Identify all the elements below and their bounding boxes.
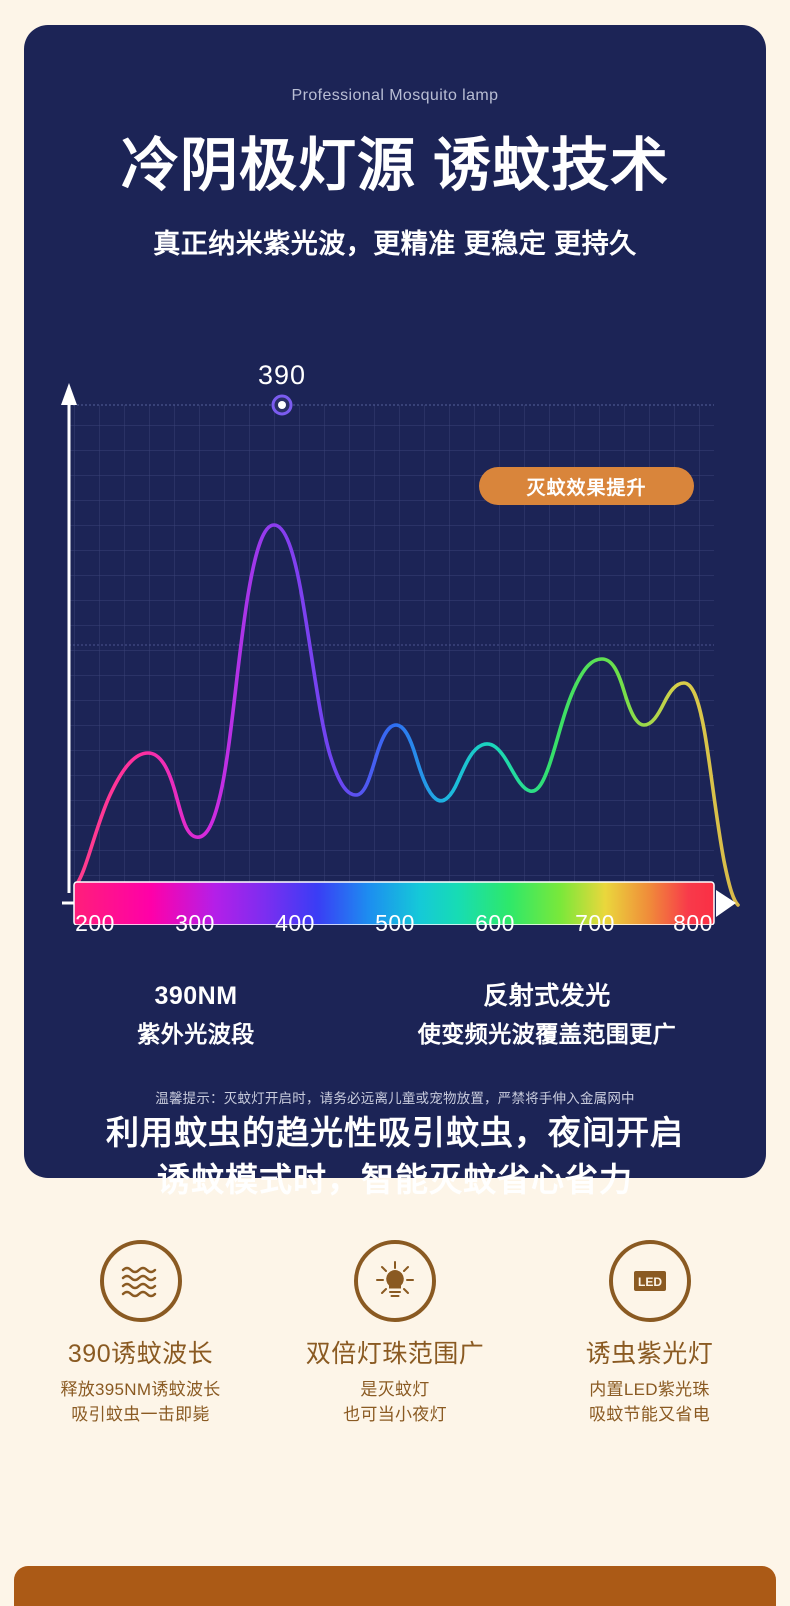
feature-line1: 释放395NM诱蚊波长 — [60, 1380, 221, 1399]
caption-title: 反射式发光 — [483, 982, 611, 1010]
feature-line2: 也可当小夜灯 — [343, 1404, 447, 1424]
feature-title: 诱虫紫光灯 — [585, 1340, 714, 1368]
caption-title: 390NM — [154, 982, 238, 1010]
x-tick-800: 800 — [673, 910, 713, 936]
led-badge-icon-glyph: LED — [633, 1271, 666, 1291]
lightbulb-icon-glyph — [376, 1261, 414, 1297]
x-tick-400: 400 — [275, 910, 315, 936]
safety-tip-text: 温馨提示：灭蚊灯开启时，请务必远离儿童或宠物放置，严禁将手伸入金属网中 — [155, 1091, 635, 1106]
chart-canvas — [61, 383, 740, 925]
wave-icon-glyph — [121, 1266, 156, 1298]
led-badge-icon: LED — [608, 1240, 691, 1322]
hero-card: Professional Mosquito lamp 冷阴极灯源 诱蚊技术 真正… — [24, 25, 766, 1198]
eyebrow-text: Professional Mosquito lamp — [291, 87, 499, 104]
peak-marker — [271, 394, 293, 416]
caption-desc: 紫外光波段 — [137, 1020, 255, 1047]
subtitle: 真正纳米紫光波，更精准 更稳定 更持久 — [153, 229, 637, 259]
feature-line2: 吸引蚊虫一击即毙 — [71, 1404, 210, 1424]
feature-line1: 内置LED紫光珠 — [589, 1380, 710, 1399]
x-tick-200: 200 — [75, 910, 115, 936]
spectrum-chart: 390 — [24, 325, 766, 985]
feature-item-wavelength: 390诱蚊波长 释放395NM诱蚊波长 吸引蚊虫一击即毙 — [24, 1240, 257, 1427]
feature-item-led: LED 诱虫紫光灯 内置LED紫光珠 吸蚊节能又省电 — [533, 1240, 766, 1427]
caption-wavelength: 390NM 紫外光波段 — [46, 980, 346, 1050]
spectral-curve — [74, 523, 740, 907]
statement-text: 利用蚊虫的趋光性吸引蚊虫，夜间开启 诱蚊模式时，智能灭蚊省心省力 — [106, 1114, 684, 1198]
feature-line2: 吸蚊节能又省电 — [588, 1404, 711, 1424]
x-axis-spectrum-bar — [62, 881, 736, 925]
svg-text:LED: LED — [638, 1275, 662, 1289]
feature-title: 390诱蚊波长 — [67, 1340, 214, 1368]
feature-list: 390诱蚊波长 释放395NM诱蚊波长 吸引蚊虫一击即毙 — [24, 1240, 766, 1427]
x-tick-600: 600 — [475, 910, 515, 936]
x-axis-tick-labels: 200 300 400 500 600 700 800 — [24, 910, 766, 944]
caption-desc: 使变频光波覆盖范围更广 — [417, 1020, 677, 1047]
wave-icon — [99, 1240, 182, 1322]
feature-line1: 是灭蚊灯 — [360, 1380, 430, 1399]
x-tick-700: 700 — [575, 910, 615, 936]
x-tick-500: 500 — [375, 910, 415, 936]
lightbulb-icon — [354, 1240, 436, 1322]
peak-value-label: 390 — [257, 360, 307, 390]
page-title: 冷阴极灯源 诱蚊技术 — [120, 133, 670, 198]
y-axis — [61, 383, 77, 893]
effect-badge[interactable]: 灭蚊效果提升 — [479, 467, 694, 505]
x-tick-300: 300 — [175, 910, 215, 936]
chart-captions: 390NM 紫外光波段 反射式发光 使变频光波覆盖范围更广 — [24, 980, 766, 1050]
feature-item-bulb: 双倍灯珠范围广 是灭蚊灯 也可当小夜灯 — [279, 1240, 512, 1427]
feature-title: 双倍灯珠范围广 — [305, 1340, 485, 1368]
caption-reflective: 反射式发光 使变频光波覆盖范围更广 — [346, 980, 748, 1050]
bottom-bar — [14, 1566, 776, 1606]
